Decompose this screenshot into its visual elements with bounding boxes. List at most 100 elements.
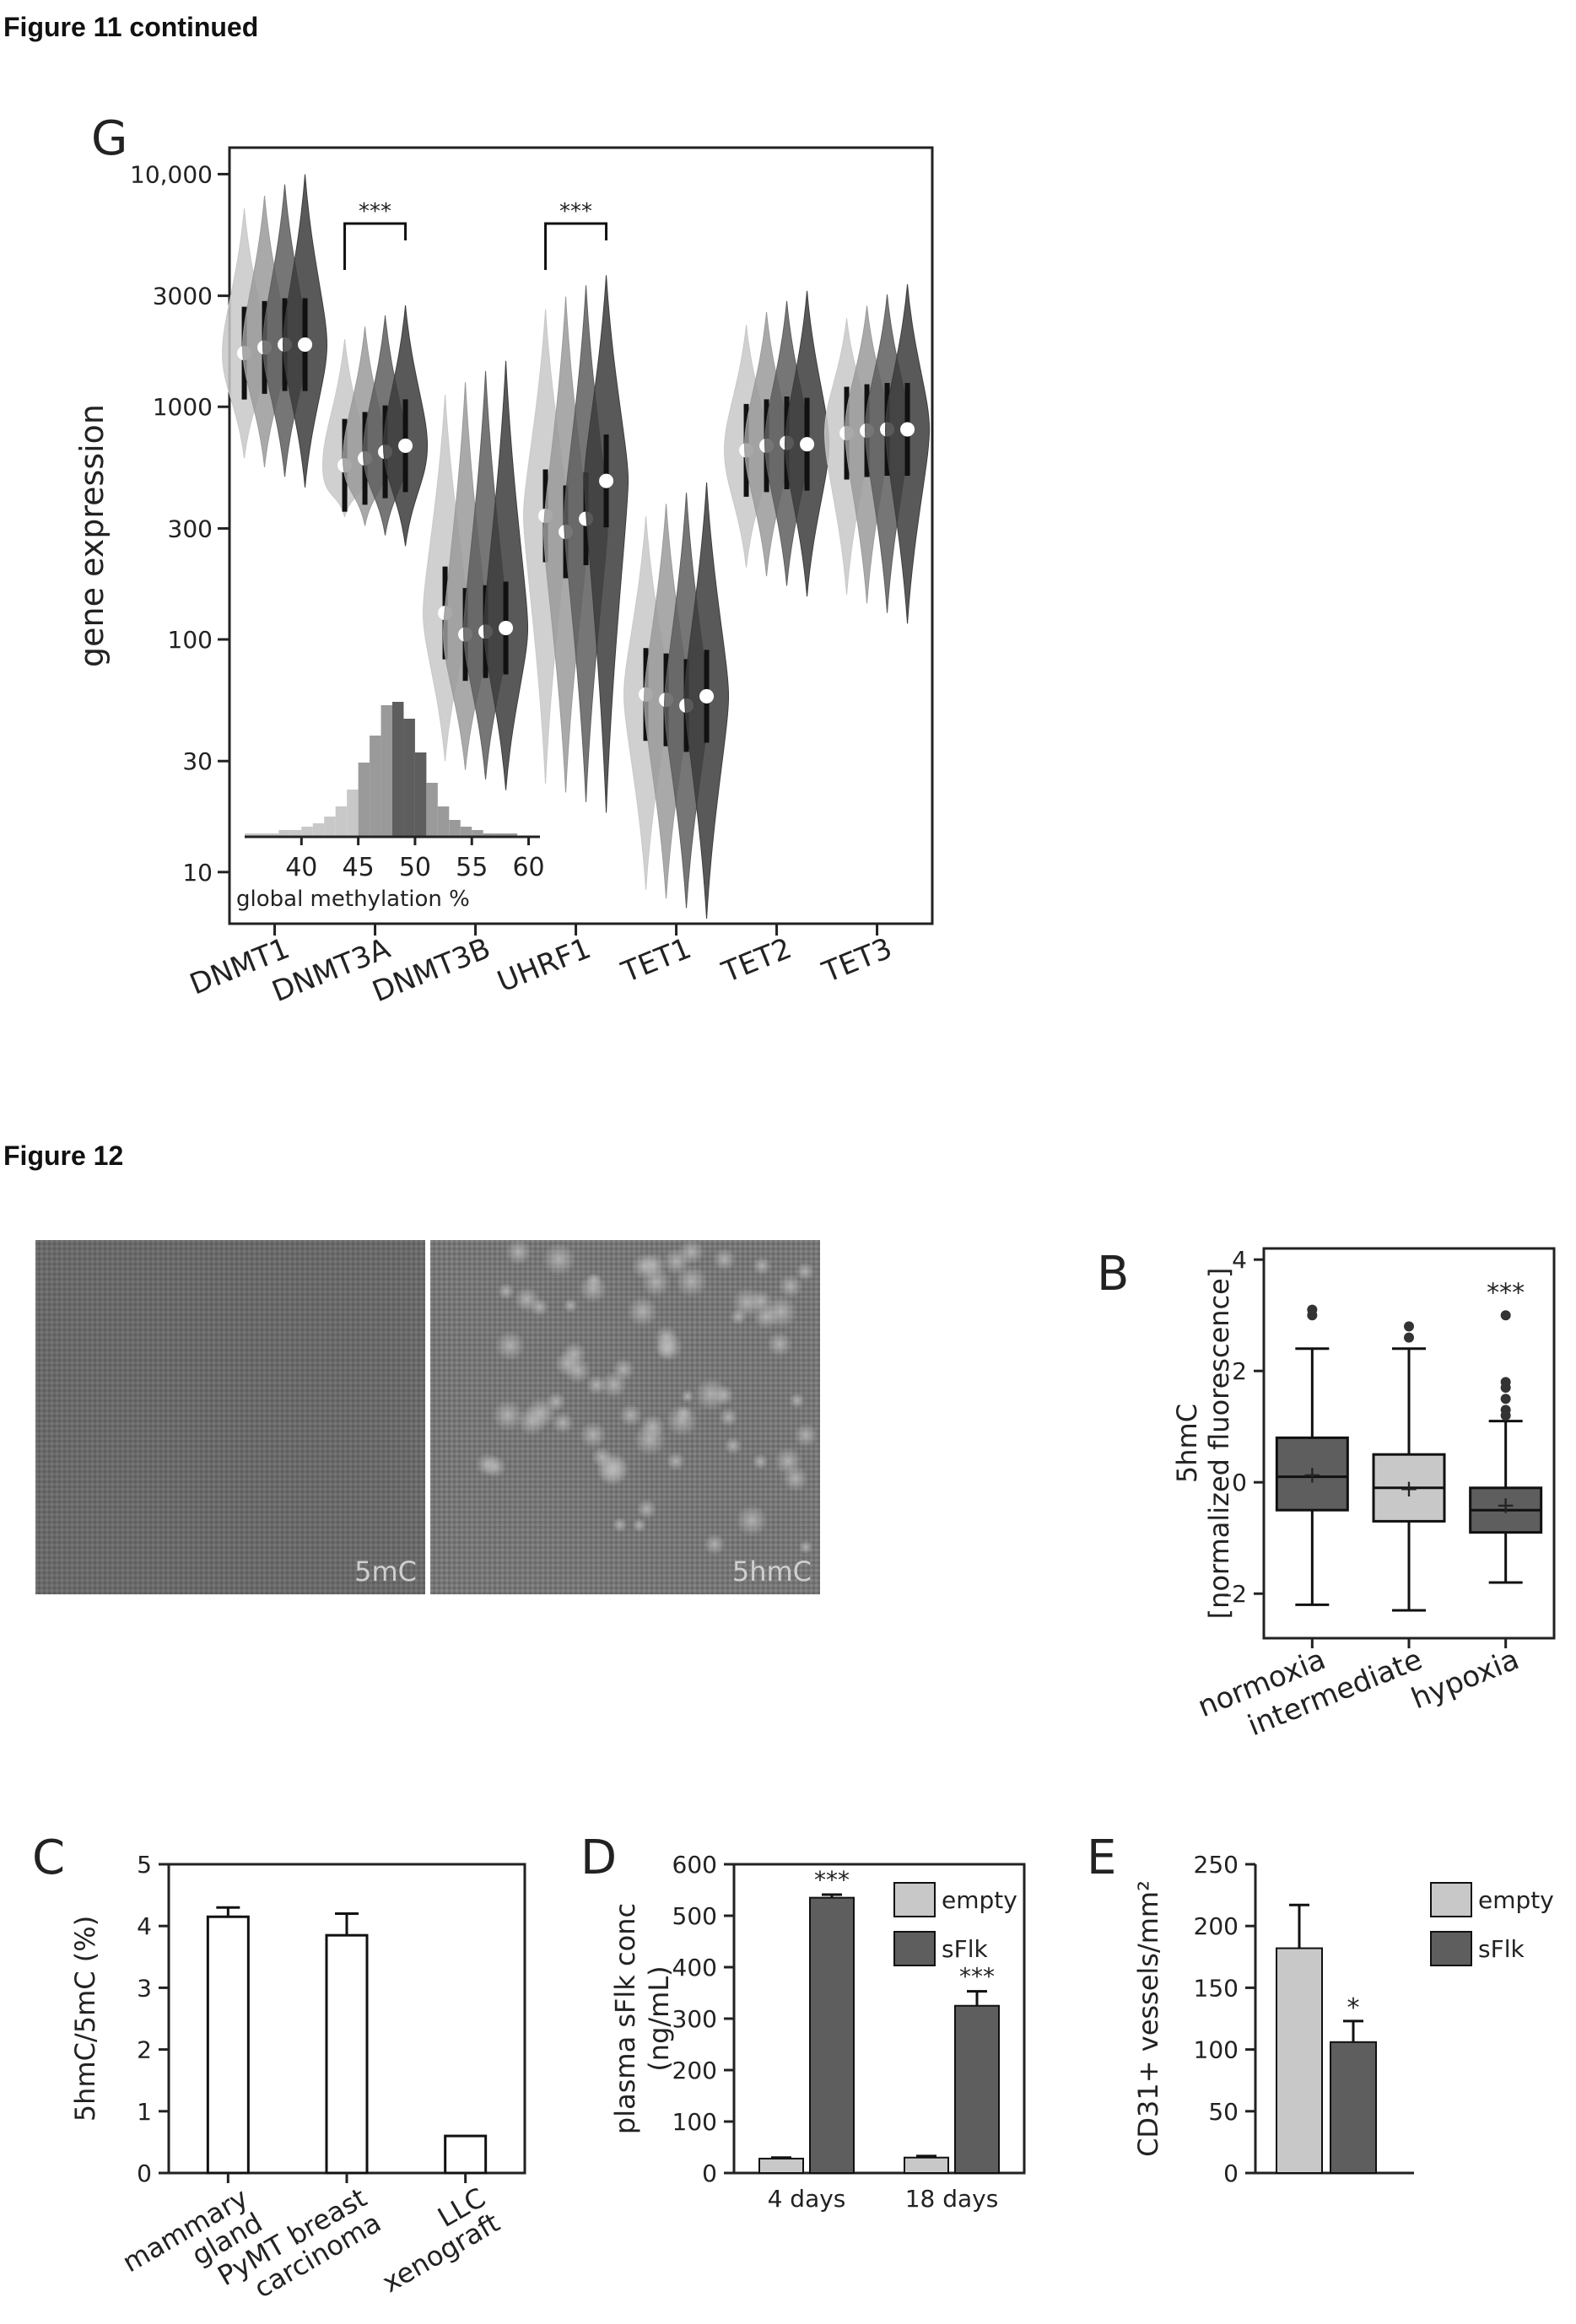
micrograph-cell xyxy=(563,1297,579,1313)
g-ytick-label: 1000 xyxy=(153,393,213,421)
d-xtick-label-0: 4 days xyxy=(768,2185,846,2213)
d-legend-label-sFlk: sFlk xyxy=(942,1935,988,1963)
g-inset-bin xyxy=(312,823,325,837)
panel-label-b: B xyxy=(1097,1247,1130,1302)
e-ylabel: CD31+ vessels/mm² xyxy=(1132,1880,1164,2157)
g-sig-label-1: *** xyxy=(559,199,592,224)
g-inset-bin xyxy=(460,827,472,837)
g-inset-bin xyxy=(437,806,450,837)
e-sig-label: * xyxy=(1347,1993,1360,2023)
g-inset-bin xyxy=(505,833,518,837)
micrograph-cell xyxy=(796,1262,815,1281)
micrograph-5mc: 5mC xyxy=(35,1240,425,1594)
b-outlier xyxy=(1500,1394,1511,1405)
micrograph-cell xyxy=(752,1256,772,1275)
c-bar-1 xyxy=(325,1933,369,2175)
b-mean: + xyxy=(1399,1475,1418,1502)
g-ytick-label: 10,000 xyxy=(130,160,213,188)
d-bar-empty-1 xyxy=(904,2156,949,2174)
micrograph-cell xyxy=(546,1391,566,1412)
g-xtick-label-TET1: TET1 xyxy=(617,931,696,989)
micrograph-cell xyxy=(719,1407,739,1427)
d-xtick-label-1: 18 days xyxy=(905,2185,999,2213)
micrograph-cell xyxy=(798,1539,813,1555)
g-inset-bin xyxy=(381,705,392,837)
b-outlier xyxy=(1404,1321,1414,1332)
g-sig-bracket-0 xyxy=(343,222,407,270)
micrograph-cell xyxy=(764,1295,798,1329)
g-sig-bracket-1 xyxy=(544,222,608,270)
d-ytick-label: 200 xyxy=(672,2057,717,2084)
g-inset-bin xyxy=(472,830,483,837)
micrograph-5mc-tag: 5mC xyxy=(354,1556,417,1588)
micrograph-cell xyxy=(578,1274,608,1303)
b-ytick-label: 0 xyxy=(1232,1469,1247,1496)
micrograph-cell xyxy=(782,1465,809,1492)
micrograph-5hmc-tag: 5hmC xyxy=(731,1556,812,1588)
c-ytick-label: 5 xyxy=(137,1851,152,1879)
g-median-UHRF1-3 xyxy=(599,473,614,488)
micrograph-cell xyxy=(793,1422,818,1448)
micrograph-cell xyxy=(514,1286,540,1313)
g-median-TET3-3 xyxy=(900,422,915,437)
panel-label-c: C xyxy=(32,1831,66,1885)
g-inset-bin xyxy=(392,702,404,837)
micrograph-5mc-texture xyxy=(35,1240,425,1594)
d-ylabel-line-0: plasma sFlk conc xyxy=(609,1903,641,2134)
micrograph-cell xyxy=(712,1248,737,1271)
micrograph-cell xyxy=(491,1399,524,1432)
g-xtick-label-TET3: TET3 xyxy=(818,931,897,989)
g-median-DNMT3B-3 xyxy=(499,620,514,635)
micrograph-cell xyxy=(505,1240,532,1265)
d-sig-label-0: *** xyxy=(814,1866,850,1894)
panel-label-e: E xyxy=(1087,1831,1117,1885)
micrograph-cell xyxy=(736,1504,768,1537)
g-xtick-label-DNMT3B: DNMT3B xyxy=(368,931,495,1009)
d-ytick-label: 0 xyxy=(702,2160,717,2187)
b-outlier xyxy=(1307,1304,1318,1315)
micrograph-cell xyxy=(497,1282,515,1300)
g-xtick-label-UHRF1: UHRF1 xyxy=(493,931,596,999)
g-ytick-label: 100 xyxy=(168,626,213,654)
e-ytick-label: 100 xyxy=(1194,2036,1239,2064)
g-violin-UHRF1-3 xyxy=(584,275,629,813)
b-outlier xyxy=(1404,1332,1414,1343)
c-ytick-label: 4 xyxy=(137,1912,152,1940)
g-median-TET2-3 xyxy=(800,437,815,452)
micrograph-cell xyxy=(680,1389,694,1404)
micrograph-cell xyxy=(636,1498,657,1519)
g-inset-bin xyxy=(347,790,359,837)
d-ylabel: plasma sFlk conc (ng/mL) xyxy=(609,1903,675,2134)
d-legend-label-empty: empty xyxy=(942,1886,1017,1914)
micrograph-cell xyxy=(586,1374,607,1396)
micrograph-cell xyxy=(666,1451,686,1471)
micrograph-cell xyxy=(626,1296,659,1328)
micrograph-cell xyxy=(723,1437,742,1455)
b-outlier xyxy=(1500,1310,1511,1321)
micrograph-cell xyxy=(579,1421,607,1449)
b-sig-label: *** xyxy=(1487,1279,1525,1308)
e-ytick-label: 0 xyxy=(1223,2160,1239,2187)
figure-11-heading: Figure 11 continued xyxy=(3,12,259,42)
b-mean: + xyxy=(1496,1491,1515,1519)
micrograph-cell xyxy=(634,1423,667,1456)
g-inset-bin xyxy=(289,830,302,837)
d-bar-sFlk-1 xyxy=(954,2004,1000,2174)
e-ytick-label: 150 xyxy=(1194,1974,1239,2002)
c-ytick-label: 3 xyxy=(137,1974,152,2002)
e-ytick-label: 200 xyxy=(1194,1912,1239,1940)
b-ylabel-line-1: [normalized fluorescence] xyxy=(1203,1268,1235,1620)
d-ytick-label: 100 xyxy=(672,2108,717,2136)
d-ytick-label: 500 xyxy=(672,1902,717,1930)
b-mean: + xyxy=(1303,1460,1322,1488)
b-ylabel: 5hmC [normalized fluorescence] xyxy=(1171,1268,1235,1620)
c-ytick-label: 1 xyxy=(137,2098,152,2126)
g-median-DNMT1-3 xyxy=(298,337,313,353)
micrograph-cell xyxy=(654,1332,683,1362)
micrograph-cell xyxy=(766,1331,793,1357)
e-legend-label-sFlk: sFlk xyxy=(1478,1935,1525,1963)
b-ytick-label: 4 xyxy=(1232,1246,1247,1274)
micrograph-cell xyxy=(676,1405,692,1421)
micrograph-cell xyxy=(542,1243,576,1276)
